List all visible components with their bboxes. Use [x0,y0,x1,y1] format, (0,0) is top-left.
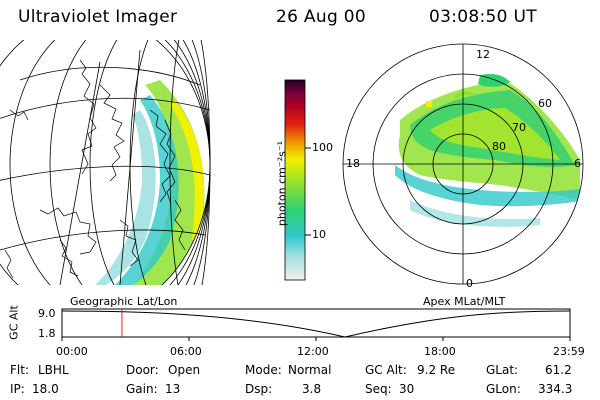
gain-value: 13 [165,382,181,396]
altitude-ymin: 1.8 [38,327,56,340]
gain-label: Gain: [126,382,158,396]
time-tick-1800: 18:00 [424,345,456,358]
door-value: Open [168,363,201,377]
mode-label: Mode: [245,363,282,377]
time-tick-2359: 23:59 [553,345,585,358]
altitude-ymax: 9.0 [38,307,56,320]
app-title: Ultraviolet Imager [18,7,178,27]
mlt-label-12: 12 [476,48,490,61]
seq-label: Seq: [365,382,392,396]
time-label: 03:08:50 UT [429,7,537,27]
seq-value: 30 [399,382,415,396]
mlt-label-18: 18 [346,157,360,170]
gcalt-label: GC Alt: [365,363,407,377]
ip-label: IP: [10,382,25,396]
time-tick-0000: 00:00 [56,345,88,358]
glon-label: GLon: [486,382,521,396]
flt-label: Flt: [10,363,29,377]
mlt-label-6: 6 [574,157,581,170]
door-label: Door: [126,363,159,377]
mlat-label-60: 60 [538,97,552,110]
altitude-ylabel: GC Alt [7,305,21,340]
mode-value: Normal [288,363,332,377]
mlat-label-80: 80 [492,140,506,153]
time-tick-0600: 06:00 [170,345,202,358]
apex-label: Apex MLat/MLT [423,295,506,308]
colorbar-tick-10: 10 [312,228,326,241]
colorbar-tick-100: 100 [312,141,333,154]
time-tick-1200: 12:00 [297,345,329,358]
glat-value: 61.2 [545,363,572,377]
mlat-label-70: 70 [512,121,526,134]
flt-value: LBHL [38,363,69,377]
ip-value: 18.0 [32,382,59,396]
glat-label: GLat: [486,363,519,377]
geographic-label: Geographic Lat/Lon [70,295,178,308]
mlt-label-0: 0 [466,277,473,290]
date-label: 26 Aug 00 [276,7,366,27]
dsp-value: 3.8 [302,382,322,396]
glon-value: 334.3 [538,382,573,396]
gcalt-value: 9.2 Re [417,363,456,377]
dsp-label: Dsp: [245,382,273,396]
